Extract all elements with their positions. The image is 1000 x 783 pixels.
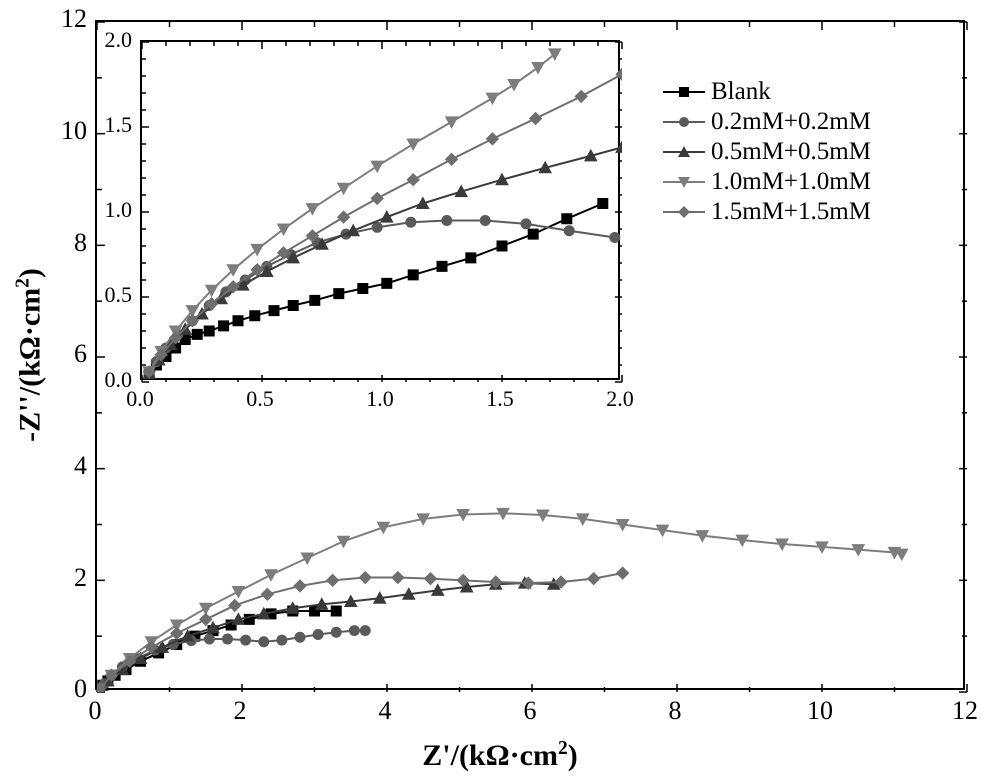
legend-label: 0.5mM+0.5mM (711, 138, 871, 166)
xtick-label: 1.0 (350, 386, 410, 412)
legend-label: Blank (711, 78, 771, 106)
figure: Z'/(kΩ·cm2) -Z''/(kΩ·cm2) Blank0.2mM+0.2… (0, 0, 1000, 783)
ytick-label: 1.5 (80, 112, 132, 138)
legend-item: 0.2mM+0.2mM (663, 108, 871, 136)
ytick-label: 1.0 (80, 197, 132, 223)
legend-label: 1.5mM+1.5mM (711, 198, 871, 226)
inset-plot-area (140, 40, 620, 380)
legend-item: 1.0mM+1.0mM (663, 168, 871, 196)
xtick-label: 8 (645, 696, 705, 726)
xtick-label: 12 (935, 696, 995, 726)
ytick-label: 0 (35, 674, 87, 704)
xtick-label: 0.5 (230, 386, 290, 412)
xtick-label: 2.0 (590, 386, 650, 412)
xtick-label: 4 (355, 696, 415, 726)
legend-label: 1.0mM+1.0mM (711, 168, 871, 196)
xtick-label: 10 (790, 696, 850, 726)
ytick-label: 4 (35, 451, 87, 481)
ytick-label: 8 (35, 228, 87, 258)
xtick-label: 6 (500, 696, 560, 726)
ytick-label: 2 (35, 563, 87, 593)
xtick-label: 2 (210, 696, 270, 726)
ytick-label: 6 (35, 339, 87, 369)
ytick-label: 0.0 (80, 367, 132, 393)
ytick-label: 2.0 (80, 27, 132, 53)
xtick-label: 1.5 (470, 386, 530, 412)
legend-label: 0.2mM+0.2mM (711, 108, 871, 136)
legend-item: 0.5mM+0.5mM (663, 138, 871, 166)
legend-item: Blank (663, 78, 871, 106)
main-xlabel: Z'/(kΩ·cm2) (0, 738, 1000, 773)
inset-plot-svg (142, 42, 622, 382)
ytick-label: 0.5 (80, 282, 132, 308)
legend-item: 1.5mM+1.5mM (663, 198, 871, 226)
legend: Blank0.2mM+0.2mM0.5mM+0.5mM1.0mM+1.0mM1.… (655, 72, 879, 232)
